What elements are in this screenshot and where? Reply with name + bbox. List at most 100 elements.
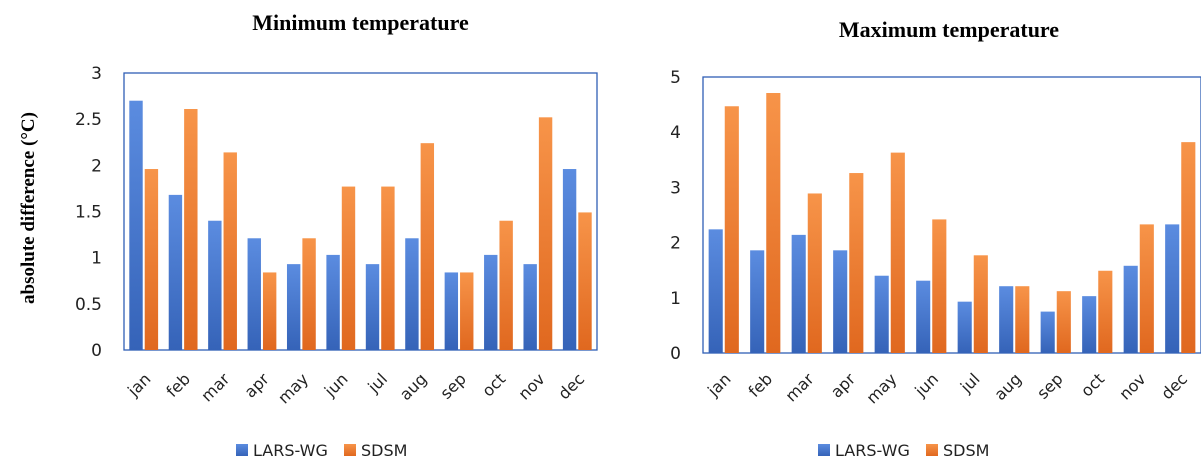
bar-lars-wg-jun: [326, 254, 340, 350]
x-tick-label: oct: [1077, 369, 1108, 400]
x-tick-label: oct: [478, 369, 509, 400]
y-tick-label: 0: [670, 344, 681, 364]
bar-sdsm-aug: [420, 143, 435, 350]
legend-label-sdsm: SDSM: [361, 441, 407, 460]
bar-lars-wg-feb: [750, 250, 765, 353]
x-tick-label: dec: [1157, 369, 1191, 403]
bar-sdsm-sep: [1056, 291, 1071, 353]
bar-lars-wg-sep: [444, 272, 459, 350]
bar-lars-wg-jul: [365, 264, 380, 350]
bar-sdsm-mar: [807, 193, 822, 353]
x-tick-label: jul: [956, 369, 984, 397]
bar-sdsm-nov: [538, 117, 553, 350]
y-tick-label: 1.5: [75, 203, 102, 223]
legend-label-sdsm: SDSM: [943, 441, 989, 460]
bar-lars-wg-jan: [708, 229, 723, 353]
bar-sdsm-oct: [1098, 270, 1113, 353]
y-tick-label: 0: [91, 341, 102, 361]
bar-sdsm-oct: [499, 220, 513, 350]
bar-lars-wg-oct: [484, 254, 498, 350]
bar-lars-wg-feb: [168, 194, 183, 350]
y-tick-label: 3: [91, 64, 102, 84]
x-tick-label: sep: [436, 369, 469, 402]
bar-lars-wg-dec: [1165, 224, 1180, 353]
bar-sdsm-dec: [1181, 142, 1196, 353]
bar-sdsm-feb: [766, 93, 781, 354]
bar-sdsm-feb: [184, 109, 198, 350]
y-tick-label: 3: [670, 178, 681, 198]
bar-lars-wg-jan: [129, 100, 143, 350]
x-tick-label: apr: [827, 369, 859, 401]
legend-swatch-lars-wg: [818, 444, 830, 456]
legend-swatch-sdsm: [926, 444, 938, 456]
bar-lars-wg-jun: [916, 280, 931, 353]
bar-sdsm-jun: [341, 186, 356, 350]
bar-sdsm-jul: [381, 186, 395, 350]
bar-lars-wg-may: [286, 264, 301, 350]
x-tick-label: nov: [1115, 369, 1149, 403]
bar-sdsm-may: [890, 152, 905, 353]
bar-lars-wg-dec: [562, 169, 577, 350]
x-tick-label: nov: [514, 369, 548, 403]
bar-sdsm-dec: [578, 212, 592, 350]
x-tick-label: aug: [990, 369, 1025, 404]
x-tick-label: dec: [554, 369, 588, 403]
y-tick-label: 2.5: [75, 110, 102, 130]
x-tick-label: feb: [162, 369, 194, 401]
legend-swatch-sdsm: [344, 444, 356, 456]
x-tick-label: jul: [363, 369, 391, 397]
y-tick-label: 5: [670, 68, 681, 88]
bar-sdsm-apr: [262, 272, 277, 350]
bar-sdsm-jan: [144, 169, 159, 350]
bar-sdsm-jun: [932, 219, 947, 353]
x-tick-label: mar: [782, 369, 818, 405]
bar-sdsm-apr: [849, 173, 864, 353]
bar-lars-wg-apr: [247, 238, 261, 350]
y-tick-label: 1: [91, 249, 102, 269]
x-tick-label: jan: [703, 369, 734, 400]
x-tick-label: apr: [241, 369, 273, 401]
bar-lars-wg-aug: [405, 238, 419, 350]
legend-label-lars-wg: LARS-WG: [253, 441, 328, 460]
bar-lars-wg-mar: [208, 220, 222, 350]
bar-lars-wg-nov: [1123, 265, 1138, 353]
legend-swatch-lars-wg: [236, 444, 248, 456]
x-tick-label: jan: [123, 369, 154, 400]
x-tick-label: may: [862, 369, 900, 407]
y-axis-label: absolute difference (°C): [18, 112, 39, 304]
bar-sdsm-jul: [973, 255, 988, 353]
bar-sdsm-jan: [724, 106, 739, 353]
bar-sdsm-mar: [223, 152, 237, 350]
y-tick-label: 1: [670, 289, 681, 309]
legend-label-lars-wg: LARS-WG: [835, 441, 910, 460]
bar-lars-wg-mar: [791, 234, 806, 353]
bar-lars-wg-nov: [523, 264, 537, 350]
x-tick-label: jun: [320, 369, 352, 401]
chart-title: Maximum temperature: [839, 17, 1059, 42]
bar-lars-wg-jul: [957, 301, 972, 353]
x-tick-label: feb: [745, 369, 777, 401]
bar-lars-wg-may: [874, 275, 889, 353]
x-tick-label: mar: [197, 369, 233, 405]
y-tick-label: 2: [670, 234, 681, 254]
y-tick-label: 2: [91, 156, 102, 176]
x-tick-label: jun: [910, 369, 942, 401]
x-tick-label: may: [274, 369, 312, 407]
chart-title: Minimum temperature: [252, 10, 469, 35]
bar-sdsm-aug: [1015, 286, 1030, 353]
bar-sdsm-sep: [460, 272, 474, 350]
plot-area-border: [702, 76, 1201, 354]
bar-lars-wg-apr: [833, 250, 848, 353]
y-tick-label: 0.5: [75, 295, 102, 315]
y-tick-label: 4: [670, 123, 681, 143]
bar-lars-wg-oct: [1082, 296, 1097, 353]
bar-lars-wg-sep: [1040, 311, 1055, 353]
x-tick-label: sep: [1033, 369, 1066, 402]
x-tick-label: aug: [396, 369, 431, 404]
bar-sdsm-may: [302, 238, 316, 350]
maximum-temperature-chart: Maximum temperature 0 1 2 3 4 5 jan feb mar apr may…: [670, 17, 1201, 460]
bar-lars-wg-aug: [999, 286, 1014, 353]
bar-sdsm-nov: [1139, 224, 1154, 353]
